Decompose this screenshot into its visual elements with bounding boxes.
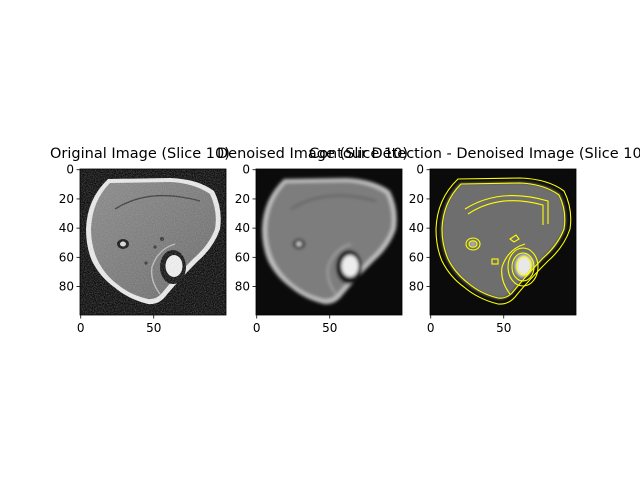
panel-1-ytick-label-0: 0 — [66, 163, 74, 177]
panel-2-axes: 0 20 40 60 80 0 50 — [235, 163, 403, 335]
panel-2-xtick-label-0: 0 — [253, 321, 261, 335]
original-image-noise — [80, 169, 226, 315]
panel-3-ytick-label-1: 20 — [409, 192, 424, 206]
panel-3-xtick-label-1: 50 — [496, 321, 511, 335]
panel-3-axes: 0 20 40 60 80 0 50 — [409, 163, 577, 335]
panel-1-frame — [79, 168, 227, 316]
panel-3-ytick-label-2: 40 — [409, 221, 424, 235]
panel-2-frame — [255, 168, 403, 316]
panel-2-ytick-label-0: 0 — [242, 163, 250, 177]
panel-1-ytick-label-4: 80 — [59, 280, 74, 294]
panel-3-title: Contour Detection - Denoised Image (Slic… — [309, 146, 640, 162]
panel-contours — [430, 169, 576, 315]
panel-denoised — [256, 169, 402, 315]
panel-2-ytick-label-1: 20 — [235, 192, 250, 206]
panel-2-xtick-label-1: 50 — [322, 321, 337, 335]
panel-3-ytick-label-0: 0 — [416, 163, 424, 177]
panel-3-xtick-label-0: 0 — [427, 321, 435, 335]
panel-2-ytick-label-2: 40 — [235, 221, 250, 235]
panel-2-ytick-label-3: 60 — [235, 250, 250, 264]
panel-2-title: Denoised Image (Slice 10) — [217, 146, 409, 162]
panel-1-ytick-label-3: 60 — [59, 250, 74, 264]
panel-1-xtick-label-1: 50 — [146, 321, 161, 335]
panel-2-ytick-label-4: 80 — [235, 280, 250, 294]
panel-3-ytick-label-4: 80 — [409, 280, 424, 294]
panel-1-title: Original Image (Slice 10) — [50, 146, 230, 162]
panel-original — [80, 169, 226, 315]
panel-3-ytick-label-3: 60 — [409, 250, 424, 264]
contour-lines — [435, 177, 572, 305]
panel-1-ytick-label-2: 40 — [59, 221, 74, 235]
panel-1-ytick-label-1: 20 — [59, 192, 74, 206]
denoised-image-tissue — [262, 178, 397, 305]
panel-1-axes: 0 20 40 60 80 0 50 — [59, 163, 227, 335]
panel-3-frame — [429, 168, 577, 316]
panel-1-xtick-label-0: 0 — [77, 321, 85, 335]
